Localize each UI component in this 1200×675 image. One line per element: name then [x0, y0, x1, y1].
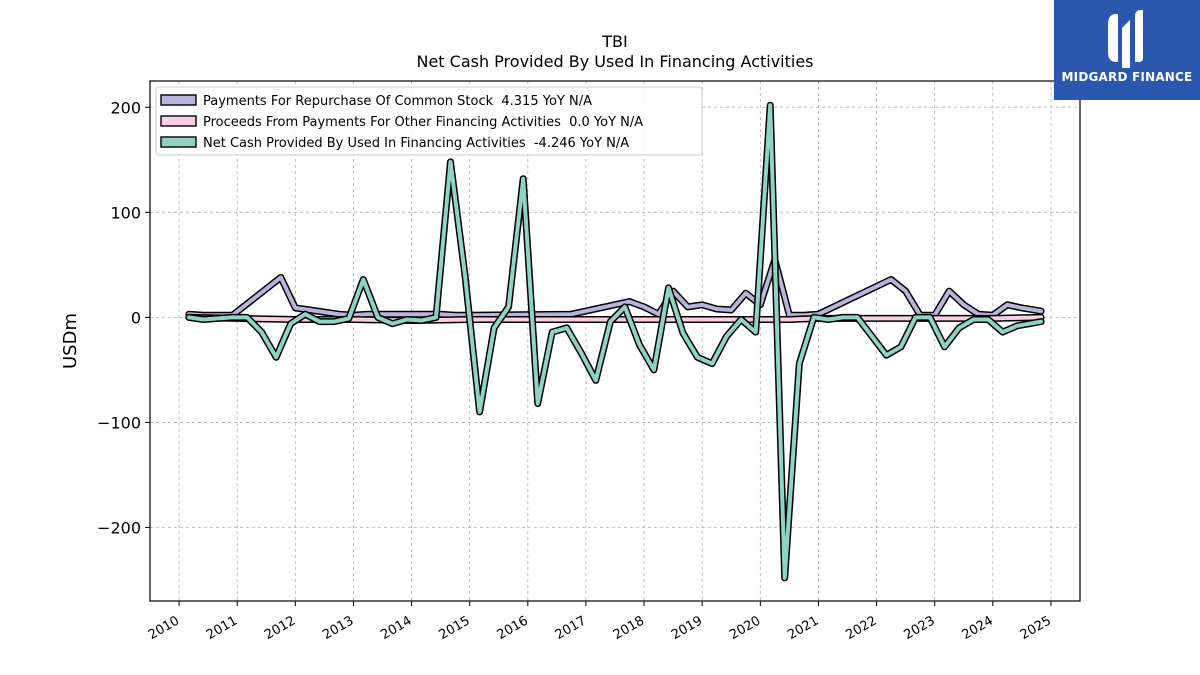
x-tick-label: 2018: [611, 613, 647, 643]
x-tick-label: 2019: [669, 613, 705, 643]
x-tick-label: 2016: [495, 613, 531, 643]
x-tick-label: 2021: [785, 613, 821, 643]
x-tick-label: 2013: [320, 613, 356, 643]
y-tick-label: −100: [97, 413, 141, 432]
x-tick-label: 2024: [960, 613, 996, 643]
x-tick-label: 2017: [553, 613, 589, 643]
x-tick-label: 2023: [902, 613, 938, 643]
chart-subtitle: Net Cash Provided By Used In Financing A…: [416, 52, 813, 71]
legend-label: Payments For Repurchase Of Common Stock …: [203, 94, 592, 109]
logo-text: MIDGARD FINANCE: [1061, 70, 1193, 84]
legend-label: Proceeds From Payments For Other Financi…: [203, 115, 643, 130]
y-tick-label: 100: [110, 203, 141, 222]
x-tick-label: 2022: [843, 613, 879, 643]
series-layer: [185, 101, 1045, 582]
legend-label: Net Cash Provided By Used In Financing A…: [203, 136, 629, 151]
series-line: [186, 257, 1044, 318]
y-axis-label: USDm: [60, 313, 81, 369]
legend: Payments For Repurchase Of Common Stock …: [155, 86, 703, 156]
series-1: [185, 256, 1045, 319]
legend-swatch: [160, 94, 197, 106]
x-tick-label: 2012: [262, 613, 298, 643]
series-line: [186, 103, 1044, 580]
x-tick-label: 2010: [146, 613, 182, 643]
x-tick-label: 2011: [204, 613, 240, 643]
x-tick-label: 2015: [437, 613, 473, 643]
logo-mark-icon: [1108, 10, 1143, 68]
chart-title: TBI: [601, 32, 627, 51]
x-tick-label: 2014: [378, 613, 414, 643]
y-tick-label: −200: [97, 518, 141, 537]
x-tick-label: 2025: [1018, 613, 1054, 643]
series-line-outline: [185, 101, 1045, 582]
legend-swatch: [160, 136, 197, 148]
x-tick-label: 2020: [727, 613, 763, 643]
legend-box: [155, 86, 703, 156]
brand-logo: MIDGARD FINANCE: [1054, 0, 1200, 100]
legend-swatch: [160, 115, 197, 127]
plot-frame: [149, 80, 1081, 602]
series-3: [185, 101, 1045, 582]
y-tick-label: 200: [110, 98, 141, 117]
y-tick-label: 0: [131, 308, 141, 327]
axes: 2010 2011 2012 2013 2014 2015 2016 2017 2018 2019…: [97, 98, 1054, 643]
